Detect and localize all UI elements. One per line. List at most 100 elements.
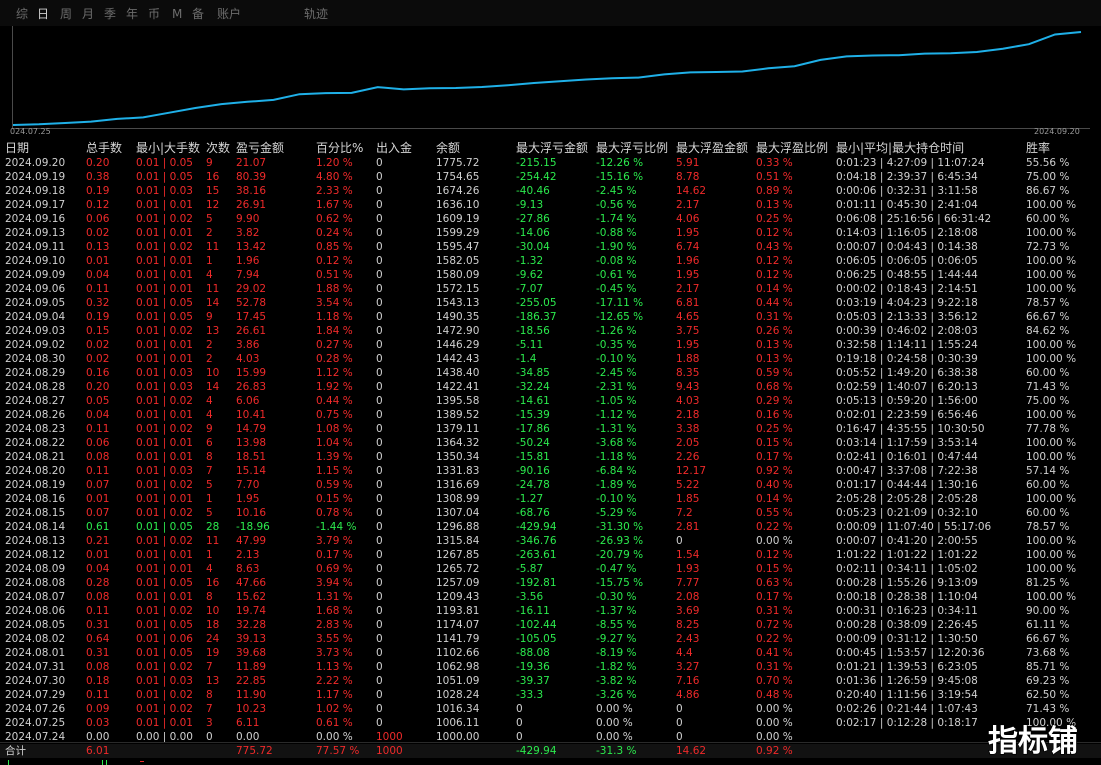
table-row[interactable]: 2024.07.25 0.03 0.01 | 0.01 3 6.11 0.61 % 0 100… <box>0 716 1101 730</box>
table-row[interactable]: 2024.08.08 0.28 0.01 | 0.05 16 47.66 3.94 % 0 1… <box>0 576 1101 590</box>
cell-date: 2024.07.31 <box>5 661 66 673</box>
header-balance[interactable]: 余额 <box>436 141 461 155</box>
tab-8[interactable]: 备 <box>192 7 205 21</box>
table-row[interactable]: 2024.08.02 0.64 0.01 | 0.06 24 39.13 3.55 % 0 1… <box>0 632 1101 646</box>
table-row[interactable]: 2024.08.12 0.01 0.01 | 0.01 1 2.13 0.17 % 0 126… <box>0 548 1101 562</box>
tab-4[interactable]: 季 <box>104 7 117 21</box>
table-row[interactable]: 2024.09.16 0.06 0.01 | 0.02 5 9.90 0.62 % 0 160… <box>0 212 1101 226</box>
cell-pnl: 26.91 <box>236 199 267 211</box>
cell-total-lots: 0.02 <box>86 227 110 239</box>
table-row[interactable]: 2024.08.20 0.11 0.01 | 0.03 7 15.14 1.15 % 0 13… <box>0 464 1101 478</box>
table-row[interactable]: 2024.08.13 0.21 0.01 | 0.02 11 47.99 3.79 % 0 1… <box>0 534 1101 548</box>
cell-pnl: 21.07 <box>236 157 267 169</box>
table-row[interactable]: 2024.08.29 0.16 0.01 | 0.03 10 15.99 1.12 % 0 1… <box>0 366 1101 380</box>
table-row[interactable]: 2024.08.07 0.08 0.01 | 0.01 8 15.62 1.31 % 0 12… <box>0 590 1101 604</box>
cell-min-max-lots: 0.01 | 0.01 <box>136 283 193 295</box>
cell-deposit: 0 <box>376 507 383 519</box>
table-row[interactable]: 2024.09.20 0.20 0.01 | 0.05 9 21.07 1.20 % 0 17… <box>0 156 1101 170</box>
tab-9[interactable]: 账户 <box>217 7 242 21</box>
header-count[interactable]: 次数 <box>206 141 231 155</box>
table-row[interactable]: 2024.08.26 0.04 0.01 | 0.01 4 10.41 0.75 % 0 13… <box>0 408 1101 422</box>
table-row[interactable]: 2024.08.06 0.11 0.01 | 0.02 10 19.74 1.68 % 0 1… <box>0 604 1101 618</box>
cell-pnl: 15.62 <box>236 591 267 603</box>
table-row[interactable]: 2024.08.27 0.05 0.01 | 0.02 4 6.06 0.44 % 0 139… <box>0 394 1101 408</box>
table-row[interactable]: 2024.07.31 0.08 0.01 | 0.02 7 11.89 1.13 % 0 10… <box>0 660 1101 674</box>
cell-max-float-loss-pct: -1.05 % <box>596 395 637 407</box>
table-row[interactable]: 2024.07.29 0.11 0.01 | 0.02 8 11.90 1.17 % 0 10… <box>0 688 1101 702</box>
cell-balance: 1174.07 <box>436 619 480 631</box>
cell-max-float-profit: 8.25 <box>676 619 700 631</box>
cell-hold-times: 0:02:59 | 1:40:07 | 6:20:13 <box>836 381 978 393</box>
cell-total-lots: 0.21 <box>86 535 110 547</box>
header-pnl[interactable]: 盈亏金额 <box>236 141 285 155</box>
tab-1[interactable]: 日 <box>37 7 50 21</box>
tab-2[interactable]: 周 <box>60 7 73 21</box>
table-row[interactable]: 2024.09.05 0.32 0.01 | 0.05 14 52.78 3.54 % 0 1… <box>0 296 1101 310</box>
cell-win-rate: 100.00 % <box>1026 535 1077 547</box>
table-row[interactable]: 2024.08.09 0.04 0.01 | 0.01 4 8.63 0.69 % 0 126… <box>0 562 1101 576</box>
header-max-float-loss-pct[interactable]: 最大浮亏比例 <box>596 141 669 155</box>
cell-max-float-loss: -17.86 <box>516 423 550 435</box>
cell-count: 7 <box>206 465 213 477</box>
header-max-float-loss[interactable]: 最大浮亏金额 <box>516 141 589 155</box>
cell-total-lots: 0.08 <box>86 451 110 463</box>
table-row[interactable]: 2024.09.13 0.02 0.01 | 0.01 2 3.82 0.24 % 0 159… <box>0 226 1101 240</box>
header-total-lots[interactable]: 总手数 <box>86 141 123 155</box>
header-min-max-lots[interactable]: 最小|大手数 <box>136 141 201 155</box>
header-win-rate[interactable]: 胜率 <box>1026 141 1051 155</box>
tab-0[interactable]: 综 <box>16 7 29 21</box>
table-row[interactable]: 2024.08.22 0.06 0.01 | 0.01 6 13.98 1.04 % 0 13… <box>0 436 1101 450</box>
header-hold-times[interactable]: 最小|平均|最大持仓时间 <box>836 141 965 155</box>
table-row[interactable]: 2024.09.06 0.11 0.01 | 0.01 11 29.02 1.88 % 0 1… <box>0 282 1101 296</box>
table-row[interactable]: 2024.08.16 0.01 0.01 | 0.01 1 1.95 0.15 % 0 130… <box>0 492 1101 506</box>
table-row[interactable]: 2024.08.30 0.02 0.01 | 0.01 2 4.03 0.28 % 0 144… <box>0 352 1101 366</box>
cell-date: 2024.08.19 <box>5 479 66 491</box>
table-row[interactable]: 2024.08.28 0.20 0.01 | 0.03 14 26.83 1.92 % 0 1… <box>0 380 1101 394</box>
table-row[interactable]: 2024.08.14 0.61 0.01 | 0.05 28 -18.96 -1.44 %… <box>0 520 1101 534</box>
table-row[interactable]: 2024.09.11 0.13 0.01 | 0.02 11 13.42 0.85 % 0 1… <box>0 240 1101 254</box>
table-row[interactable]: 2024.08.15 0.07 0.01 | 0.02 5 10.16 0.78 % 0 13… <box>0 506 1101 520</box>
header-percent[interactable]: 百分比% <box>316 141 364 155</box>
tab-5[interactable]: 年 <box>126 7 139 21</box>
table-row[interactable]: 2024.07.24 0.00 0.00 | 0.00 0 0.00 0.00 % 1000… <box>0 730 1101 744</box>
table-row[interactable]: 2024.09.02 0.02 0.01 | 0.01 2 3.86 0.27 % 0 144… <box>0 338 1101 352</box>
cell-max-float-loss: -15.81 <box>516 451 550 463</box>
table-row[interactable]: 2024.09.18 0.19 0.01 | 0.03 15 38.16 2.33 % 0 1… <box>0 184 1101 198</box>
cell-min-max-lots: 0.01 | 0.05 <box>136 157 193 169</box>
table-row[interactable]: 2024.09.10 0.01 0.01 | 0.01 1 1.96 0.12 % 0 158… <box>0 254 1101 268</box>
header-date[interactable]: 日期 <box>5 141 30 155</box>
table-row[interactable]: 2024.09.09 0.04 0.01 | 0.01 4 7.94 0.51 % 0 158… <box>0 268 1101 282</box>
tab-7[interactable]: M <box>172 7 183 21</box>
table-row[interactable]: 2024.08.19 0.07 0.01 | 0.02 5 7.70 0.59 % 0 131… <box>0 478 1101 492</box>
cell-count: 4 <box>206 269 213 281</box>
cell-deposit: 0 <box>376 381 383 393</box>
table-row[interactable]: 2024.08.05 0.31 0.01 | 0.05 18 32.28 2.83 % 0 1… <box>0 618 1101 632</box>
table-row[interactable]: 2024.09.03 0.15 0.01 | 0.02 13 26.61 1.84 % 0 1… <box>0 324 1101 338</box>
cell-max-float-profit: 1.54 <box>676 549 700 561</box>
header-max-float-profit[interactable]: 最大浮盈金额 <box>676 141 749 155</box>
tab-10[interactable]: 轨迹 <box>304 7 329 21</box>
table-row[interactable]: 2024.08.01 0.31 0.01 | 0.05 19 39.68 3.73 % 0 1… <box>0 646 1101 660</box>
table-row[interactable]: 2024.07.30 0.18 0.01 | 0.03 13 22.85 2.22 % 0 1… <box>0 674 1101 688</box>
cell-win-rate: 77.78 % <box>1026 423 1070 435</box>
cell-max-float-loss-pct: -3.68 % <box>596 437 637 449</box>
header-max-float-profit-pct[interactable]: 最大浮盈比例 <box>756 141 829 155</box>
cell-max-float-profit: 2.43 <box>676 633 700 645</box>
header-deposit[interactable]: 出入金 <box>376 141 413 155</box>
cell-count: 8 <box>206 689 213 701</box>
cell-balance: 1422.41 <box>436 381 480 393</box>
tab-3[interactable]: 月 <box>82 7 95 21</box>
table-row[interactable]: 2024.08.23 0.11 0.01 | 0.02 9 14.79 1.08 % 0 13… <box>0 422 1101 436</box>
table-row[interactable]: 2024.07.26 0.09 0.01 | 0.02 7 10.23 1.02 % 0 10… <box>0 702 1101 716</box>
cell-pnl: 38.16 <box>236 185 267 197</box>
cell-win-rate: 69.23 % <box>1026 675 1070 687</box>
table-row[interactable]: 2024.08.21 0.08 0.01 | 0.01 8 18.51 1.39 % 0 13… <box>0 450 1101 464</box>
cell-deposit: 0 <box>376 619 383 631</box>
cell-hold-times: 0:01:23 | 4:27:09 | 11:07:24 <box>836 157 985 169</box>
cell-win-rate: 100.00 % <box>1026 353 1077 365</box>
table-row[interactable]: 2024.09.04 0.19 0.01 | 0.05 9 17.45 1.18 % 0 14… <box>0 310 1101 324</box>
cell-max-float-profit-pct: 0.14 % <box>756 283 793 295</box>
table-row[interactable]: 2024.09.17 0.12 0.01 | 0.01 12 26.91 1.67 % 0 1… <box>0 198 1101 212</box>
table-row[interactable]: 2024.09.19 0.38 0.01 | 0.05 16 80.39 4.80 % 0 1… <box>0 170 1101 184</box>
tab-6[interactable]: 币 <box>148 7 161 21</box>
